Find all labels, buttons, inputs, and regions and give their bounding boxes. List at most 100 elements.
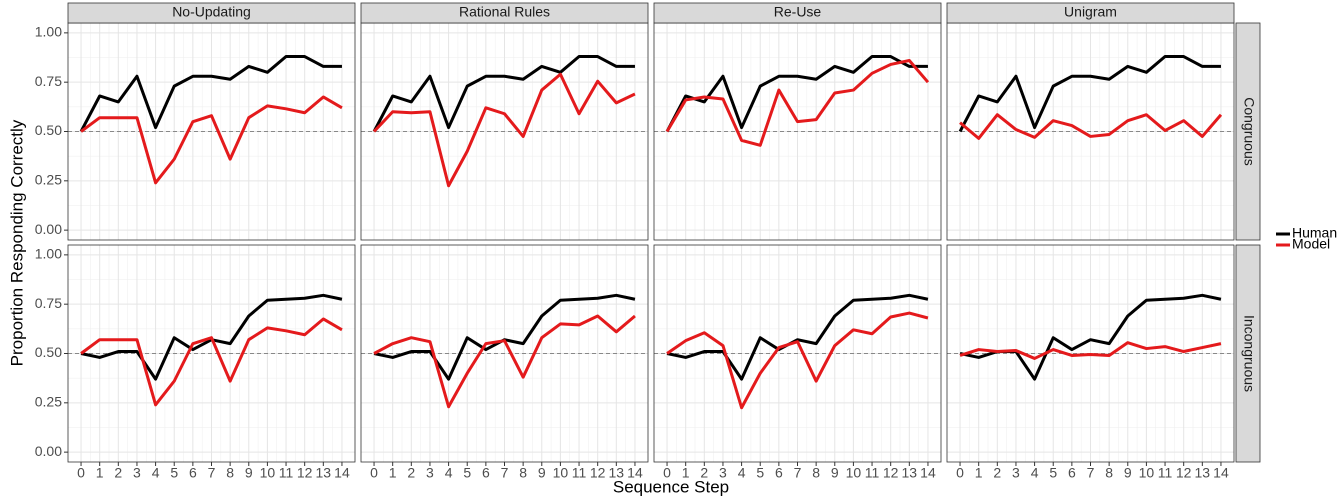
x-tick-label: 1 (682, 465, 690, 481)
x-axis-label: Sequence Step (613, 477, 729, 496)
x-tick-label: 9 (538, 465, 546, 481)
x-tick-label: 4 (1031, 465, 1039, 481)
x-tick-label: 5 (756, 465, 764, 481)
x-tick-label: 7 (794, 465, 802, 481)
series-line (958, 55, 1221, 133)
x-tick-label: 3 (719, 465, 727, 481)
column-strip-label: No-Updating (172, 4, 251, 20)
x-tick-label: 14 (334, 465, 350, 481)
x-tick-label: 3 (133, 465, 141, 481)
x-tick-label: 14 (627, 465, 643, 481)
x-tick-label: 7 (208, 465, 216, 481)
series-line (665, 55, 928, 133)
y-axis-label: Proportion Responding Correctly (7, 119, 26, 366)
x-tick-label: 12 (1176, 465, 1192, 481)
column-strip-label: Re-Use (774, 4, 822, 20)
x-tick-label: 5 (170, 465, 178, 481)
y-tick-label: 0.50 (35, 122, 62, 138)
x-tick-label: 6 (482, 465, 490, 481)
x-tick-label: 10 (846, 465, 862, 481)
y-tick-label: 0.75 (35, 73, 62, 89)
series-line (959, 341, 1222, 360)
x-tick-label: 10 (1139, 465, 1155, 481)
series-line (959, 113, 1223, 140)
x-tick-label: 9 (831, 465, 839, 481)
x-tick-label: 10 (260, 465, 276, 481)
x-tick-label: 11 (572, 465, 587, 481)
x-tick-label: 13 (1195, 465, 1211, 481)
row-strip-label: Congruous (1241, 97, 1257, 166)
y-tick-label: 0.50 (35, 344, 62, 360)
x-tick-label: 14 (920, 465, 936, 481)
column-strip (946, 2, 1235, 24)
x-tick-label: 2 (407, 465, 415, 481)
x-tick-label: 12 (590, 465, 606, 481)
y-tick-label: 0.00 (35, 221, 62, 237)
x-tick-label: 2 (114, 465, 122, 481)
series-line (80, 317, 343, 407)
series-line (666, 293, 929, 381)
x-tick-label: 7 (1087, 465, 1095, 481)
column-strip (360, 2, 649, 24)
x-tick-label: 8 (812, 465, 820, 481)
x-tick-label: 5 (1049, 465, 1057, 481)
x-tick-label: 4 (152, 465, 160, 481)
x-tick-label: 8 (226, 465, 234, 481)
x-tick-label: 0 (663, 465, 671, 481)
series-line (372, 72, 636, 188)
legend-label: Model (1292, 236, 1330, 252)
x-tick-label: 0 (77, 465, 85, 481)
series-line (80, 95, 343, 185)
column-strip (653, 2, 942, 24)
y-tick-label: 0.25 (35, 394, 62, 410)
x-tick-label: 6 (1068, 465, 1076, 481)
y-tick-label: 1.00 (35, 24, 62, 40)
series-line (373, 314, 636, 409)
x-tick-label: 5 (463, 465, 471, 481)
x-tick-label: 14 (1213, 465, 1229, 481)
y-tick-label: 1.00 (35, 246, 62, 262)
x-tick-label: 8 (519, 465, 527, 481)
x-tick-label: 0 (956, 465, 964, 481)
y-tick-label: 0.00 (35, 443, 62, 459)
column-strip-label: Rational Rules (459, 4, 550, 20)
x-tick-label: 13 (902, 465, 918, 481)
x-tick-label: 9 (1124, 465, 1132, 481)
row-strip (1235, 22, 1261, 241)
x-tick-label: 1 (96, 465, 104, 481)
series-line (666, 311, 929, 410)
x-tick-label: 7 (501, 465, 509, 481)
x-tick-label: 12 (297, 465, 313, 481)
x-tick-label: 1 (975, 465, 983, 481)
x-tick-label: 2 (993, 465, 1001, 481)
y-tick-label: 0.75 (35, 295, 62, 311)
x-tick-label: 11 (865, 465, 880, 481)
x-tick-label: 8 (1105, 465, 1113, 481)
x-tick-label: 4 (738, 465, 746, 481)
x-tick-label: 9 (245, 465, 253, 481)
series-line (372, 55, 635, 133)
x-tick-label: 6 (775, 465, 783, 481)
y-tick-label: 0.25 (35, 172, 62, 188)
x-tick-label: 4 (445, 465, 453, 481)
x-tick-label: 10 (553, 465, 569, 481)
x-tick-label: 6 (189, 465, 197, 481)
legend-label: Human (1292, 225, 1337, 241)
series-line (665, 58, 930, 147)
row-strip-label: Incongruous (1241, 315, 1257, 392)
x-tick-label: 0 (370, 465, 378, 481)
x-tick-label: 2 (700, 465, 708, 481)
column-strip-label: Unigram (1064, 4, 1117, 20)
x-tick-label: 11 (1158, 465, 1173, 481)
x-tick-label: 11 (279, 465, 294, 481)
x-tick-label: 13 (316, 465, 332, 481)
x-tick-label: 1 (389, 465, 397, 481)
column-strip (67, 2, 356, 24)
x-tick-label: 12 (883, 465, 899, 481)
x-tick-label: 3 (426, 465, 434, 481)
row-strip (1235, 244, 1261, 463)
x-tick-label: 3 (1012, 465, 1020, 481)
x-tick-label: 13 (609, 465, 625, 481)
series-line (79, 55, 342, 133)
